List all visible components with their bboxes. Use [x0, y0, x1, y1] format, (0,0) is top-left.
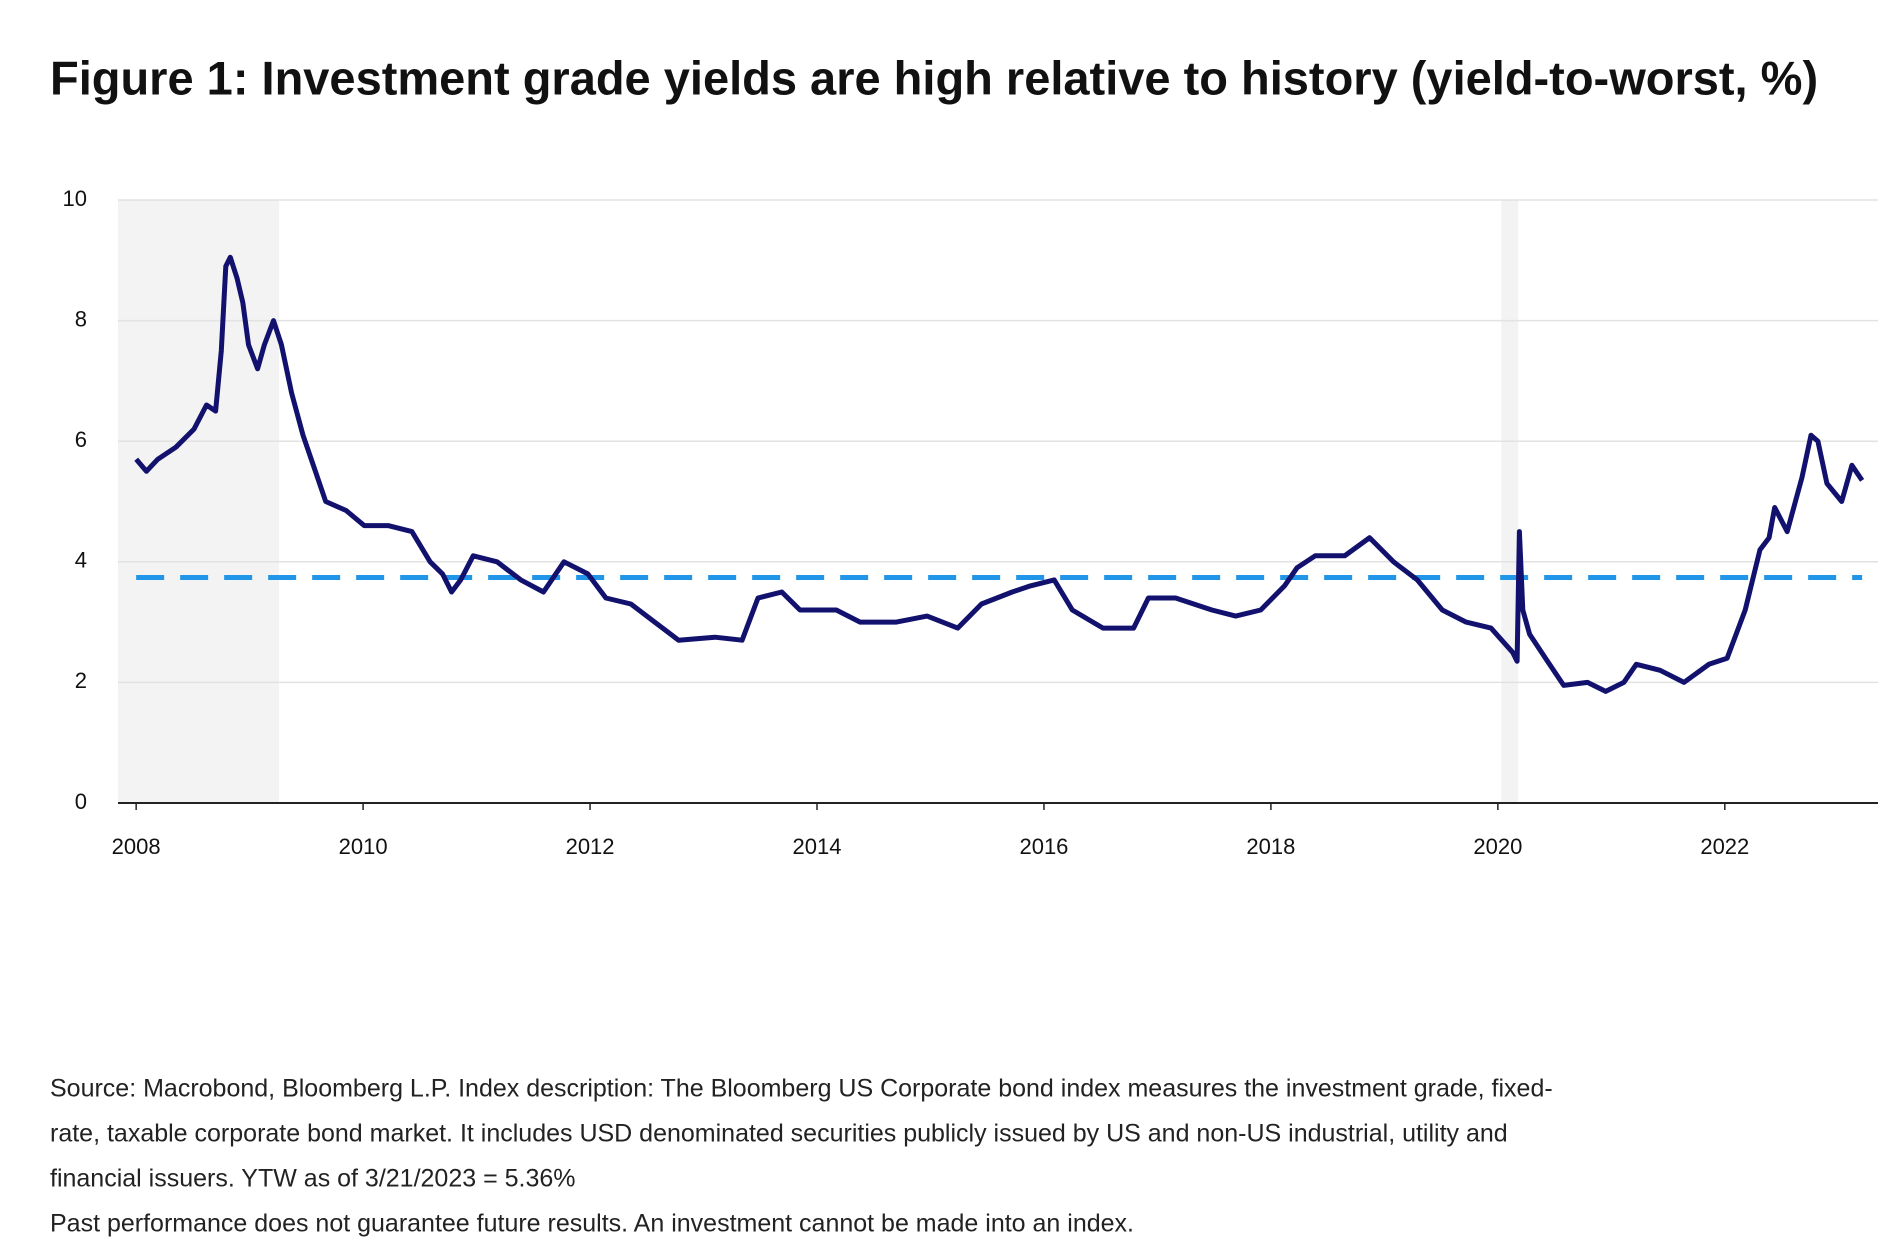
series-line	[134, 254, 1865, 694]
y-tick-label: 6	[75, 427, 87, 452]
chart-title: Figure 1: Investment grade yields are hi…	[50, 51, 1818, 104]
x-tick-label: 2012	[566, 834, 615, 859]
x-tick-label: 2018	[1246, 834, 1295, 859]
x-tick-label: 2008	[112, 834, 161, 859]
x-tick-label: 2014	[793, 834, 842, 859]
y-tick-label: 0	[75, 789, 87, 814]
y-tick-label: 8	[75, 306, 87, 331]
footnote: Past performance does not guarantee futu…	[50, 1210, 1134, 1238]
shaded-period	[1501, 200, 1519, 803]
x-tick-label: 2010	[339, 834, 388, 859]
footnote: rate, taxable corporate bond market. It …	[50, 1120, 1508, 1148]
shaded-period	[118, 200, 280, 803]
footnote: Source: Macrobond, Bloomberg L.P. Index …	[50, 1075, 1553, 1103]
x-tick-label: 2016	[1019, 834, 1068, 859]
x-tick-label: 2022	[1700, 834, 1749, 859]
x-tick-label: 2020	[1473, 834, 1522, 859]
y-tick-label: 4	[75, 548, 87, 573]
footnote: financial issuers. YTW as of 3/21/2023 =…	[50, 1165, 576, 1193]
y-tick-label: 2	[75, 668, 87, 693]
y-tick-label: 10	[63, 186, 87, 211]
